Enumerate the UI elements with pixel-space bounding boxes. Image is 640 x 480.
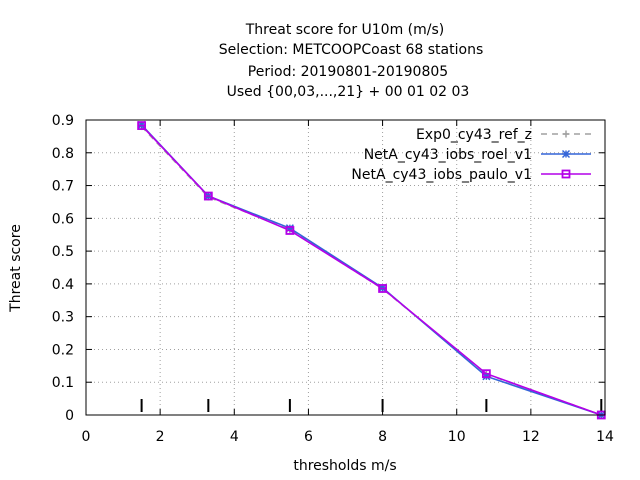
y-axis-ticks: 0 0.1 0.2 0.3 0.4 0.5 0.6 0.7 0.8 0.9 [52, 113, 605, 424]
legend-label-2: NetA_cy43_iobs_roel_v1 [364, 147, 532, 163]
x-axis-ticks: 0 2 4 6 8 10 12 14 [82, 120, 614, 445]
y-tick-label: 0.2 [52, 342, 74, 358]
x-tick-label: 8 [378, 429, 387, 445]
series-3-point [378, 284, 387, 293]
y-axis-label: Threat score [8, 224, 24, 313]
y-tick-label: 0.3 [52, 310, 74, 326]
series-3-point [203, 191, 213, 201]
threshold-marks [140, 399, 603, 412]
y-tick-label: 0.1 [52, 375, 74, 391]
x-tick-label: 10 [448, 429, 466, 445]
plot-frame [85, 119, 606, 416]
x-tick-label: 6 [304, 429, 313, 445]
x-tick-label: 14 [596, 429, 614, 445]
legend-marker-2-d2 [561, 149, 571, 159]
x-tick-label: 2 [156, 429, 165, 445]
chart-title-block: Threat score for U10m (m/s) Selection: M… [219, 22, 484, 100]
y-tick-label: 0.8 [52, 146, 74, 162]
series-3-point [137, 121, 147, 130]
legend-label-3: NetA_cy43_iobs_paulo_v1 [351, 167, 532, 183]
chart-selection-line: Selection: METCOOPCoast 68 stations [219, 42, 484, 58]
legend-label-1: Exp0_cy43_ref_z [416, 127, 532, 143]
series-line-3 [141, 125, 602, 416]
y-tick-label: 0.6 [52, 211, 74, 227]
series-3-point [481, 369, 491, 379]
legend-marker-1 [562, 130, 570, 138]
legend-marker-2 [561, 149, 571, 159]
series-3-point [285, 226, 295, 235]
y-tick-label: 0.4 [52, 277, 74, 293]
series-lines [141, 124, 602, 416]
x-tick-label: 4 [230, 429, 239, 445]
y-tick-label: 0 [65, 408, 74, 424]
x-tick-label: 0 [82, 429, 91, 445]
chart-used-line: Used {00,03,...,21} + 00 01 02 03 [227, 84, 470, 100]
legend-marker-3 [561, 169, 571, 179]
legend: Exp0_cy43_ref_z NetA_cy43_iobs_roel_v1 Net… [351, 127, 591, 183]
x-axis-label: thresholds m/s [293, 458, 396, 474]
y-tick-label: 0.9 [52, 113, 74, 129]
chart-title: Threat score for U10m (m/s) [245, 22, 445, 38]
grid-lines [86, 120, 605, 415]
chart-period-line: Period: 20190801-20190805 [248, 64, 448, 80]
x-tick-label: 12 [522, 429, 540, 445]
y-tick-label: 0.7 [52, 179, 74, 195]
y-tick-label: 0.5 [52, 244, 74, 260]
